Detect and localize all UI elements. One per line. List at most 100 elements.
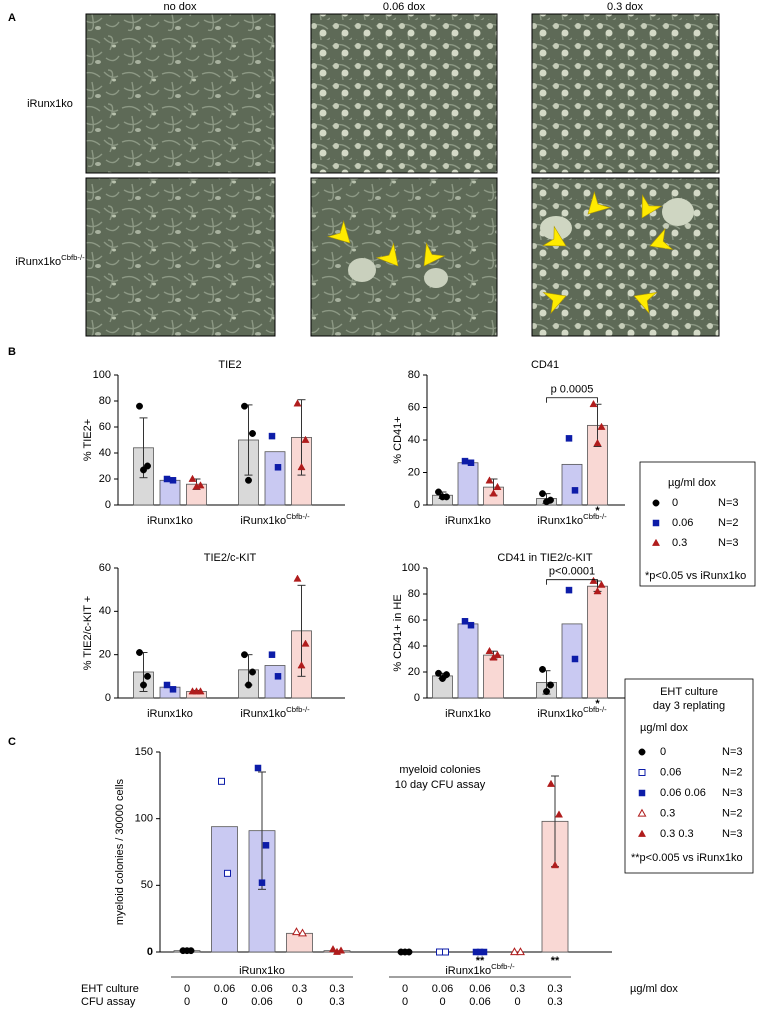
data-point [546, 779, 556, 787]
data-point [651, 538, 661, 546]
panel-label: B [8, 346, 16, 358]
group-label-text: iRunx1ko [147, 515, 193, 527]
y-axis-title: % CD41+ in HE [392, 594, 404, 671]
y-tick-label: 0 [414, 499, 420, 511]
bar [264, 665, 286, 699]
arrowhead [633, 292, 658, 315]
group-label-sup: Cbfb-/- [583, 512, 607, 521]
data-point [565, 586, 573, 594]
data-point [439, 675, 446, 682]
y-tick-label: 0 [105, 499, 111, 511]
y-axis-title: myeloid colonies / 30000 cells [114, 778, 126, 925]
data-point [297, 462, 306, 471]
y-tick-label: 80 [99, 395, 111, 407]
table-cell: 0.06 [469, 996, 490, 1008]
y-tick-label: 100 [135, 813, 153, 825]
p-value: p 0.0005 [551, 384, 594, 396]
chart-title: CD41 [531, 359, 559, 371]
data-point [485, 646, 494, 655]
y-axis-title: % CD41+ [392, 416, 404, 463]
y-tick-label: 20 [99, 473, 111, 485]
group-label: iRunx1koCbfb-/- [240, 705, 310, 720]
table-cell: 0.3 [547, 983, 562, 995]
legend-label: 0.3 0.3 [660, 828, 694, 840]
table-unit: µg/ml dox [630, 983, 678, 995]
data-point [554, 810, 564, 818]
data-point [254, 764, 262, 772]
data-point [439, 493, 446, 501]
data-point [571, 655, 579, 663]
table-cell: 0 [184, 983, 190, 995]
micrograph [531, 177, 720, 337]
legend-n: N=2 [718, 517, 739, 529]
group-label-sup: Cbfb-/- [583, 705, 607, 714]
y-axis-title: % TIE2/c-KIT + [82, 596, 94, 670]
arrowhead [649, 227, 674, 250]
data-point [224, 869, 231, 877]
data-point [245, 681, 252, 689]
data-point [489, 489, 498, 497]
data-point [565, 435, 573, 442]
data-point [268, 651, 276, 658]
micrograph [85, 177, 276, 337]
data-point [293, 399, 302, 407]
data-point [547, 681, 554, 689]
data-point [493, 482, 502, 490]
y-tick-label: 50 [141, 879, 153, 891]
data-point [442, 948, 449, 956]
significance: * [595, 505, 600, 517]
table-row-label: CFU assay [81, 996, 136, 1008]
legend-title: EHT culture [660, 686, 718, 698]
table-cell: 0 [514, 996, 520, 1008]
bar [561, 463, 583, 506]
data-point [140, 466, 147, 474]
data-point [435, 669, 442, 677]
legend-label: 0.3 [660, 807, 675, 819]
data-point [241, 651, 248, 659]
legend-unit: µg/ml dox [640, 722, 688, 734]
data-point [543, 688, 550, 695]
y-tick-label: 80 [408, 369, 420, 381]
column-header: no dox [163, 1, 197, 13]
group-label-text: iRunx1ko [537, 515, 583, 527]
data-point [298, 928, 307, 937]
bar [264, 451, 286, 506]
group-label-sup: Cbfb-/- [286, 705, 310, 714]
legend-n: N=2 [722, 766, 743, 778]
y-tick-label: 40 [99, 447, 111, 459]
y-tick-label: 60 [408, 614, 420, 626]
table-cell: 0 [296, 996, 302, 1008]
y-tick-label: 0 [147, 946, 153, 958]
group-label: iRunx1koCbfb-/- [240, 512, 310, 527]
significance-bracket [546, 579, 598, 585]
data-point [401, 948, 409, 956]
legend-label: 0.06 [660, 766, 681, 778]
chart-title: TIE2 [218, 359, 241, 371]
error-bar [297, 584, 306, 677]
data-point [144, 672, 151, 680]
data-point [292, 927, 301, 936]
legend-label: 0.06 0.06 [660, 787, 706, 799]
data-point [652, 519, 660, 527]
y-axis-title: % TIE2+ [82, 419, 94, 461]
data-point [268, 432, 276, 440]
arrowhead [542, 292, 567, 315]
data-point [301, 639, 310, 647]
arrowheads [327, 191, 674, 315]
group-label: iRunx1koCbfb-/- [537, 512, 607, 527]
bar [159, 479, 181, 506]
group-label: iRunx1ko [147, 515, 193, 527]
significance: * [595, 698, 600, 710]
table-cell: 0.06 [251, 983, 272, 995]
data-point [637, 808, 647, 817]
colony [662, 198, 694, 226]
y-tick-label: 100 [93, 369, 111, 381]
data-point [516, 947, 525, 956]
data-point [638, 748, 646, 756]
data-point [510, 947, 519, 956]
group-label-text: iRunx1ko [239, 965, 285, 977]
bar [457, 623, 479, 699]
y-tick-label: 60 [99, 562, 111, 574]
data-point [489, 653, 498, 661]
